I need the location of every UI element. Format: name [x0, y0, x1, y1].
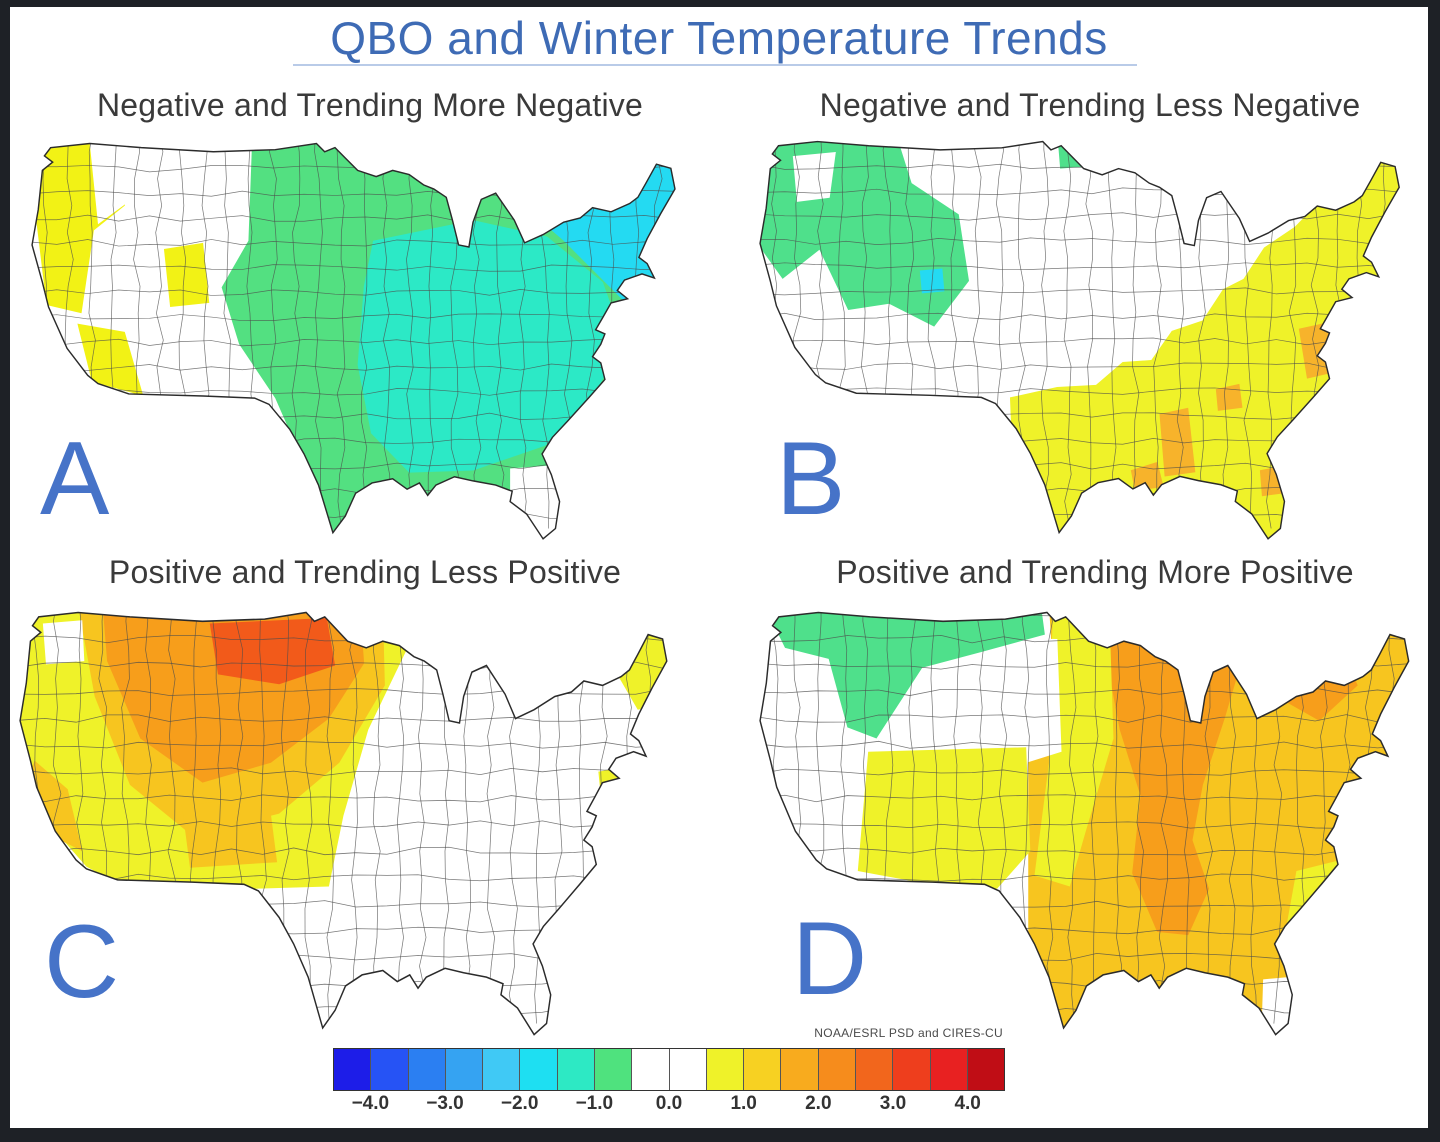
colorbar-tick-labels: −4.0 −3.0 −2.0 −1.0 0.0 1.0 2.0 3.0 4.0: [333, 1093, 1005, 1119]
panel-a-letter: A: [40, 421, 110, 537]
panel-a-title: Negative and Trending More Negative: [97, 87, 643, 123]
us-outline: [31, 142, 676, 540]
colorbar-tick-label: 4.0: [954, 1093, 981, 1114]
region-a-inland-nw-white: [89, 143, 142, 225]
colorbar-cell: [334, 1049, 372, 1090]
colorbar-cell: [930, 1049, 968, 1090]
colorbar-cell: [669, 1049, 707, 1090]
colorbar-tick-label: 2.0: [805, 1093, 832, 1114]
region-a-utah-yellow: [163, 242, 210, 308]
colorbar-tick-label: −2.0: [500, 1093, 539, 1114]
region-a-midwest-teal: [357, 220, 624, 473]
colorbar-cell: [744, 1049, 782, 1090]
colorbar-cell: [520, 1049, 558, 1090]
colorbar-cell: [445, 1049, 484, 1090]
region-d-northwest-green: [762, 612, 1045, 739]
region-b-wa-white-pocket: [792, 151, 836, 202]
us-map-svg-c: [19, 611, 668, 1036]
colorbar-cell: [594, 1049, 633, 1090]
map-a-choropleth: [30, 129, 710, 543]
region-b-minnesota-green-dot: [1058, 141, 1086, 169]
region-c-wa-white-pocket: [42, 620, 85, 665]
colorbar-cell: [408, 1049, 446, 1090]
map-d-choropleth: [758, 597, 1440, 1039]
region-b-virginia-orange: [1298, 318, 1353, 379]
us-outline: [759, 140, 1400, 540]
figure-title: QBO and Winter Temperature Trends: [330, 12, 1108, 64]
us-map-svg-a: [31, 142, 676, 540]
region-a-southwest-yellow: [77, 323, 144, 397]
colorbar-cell: [706, 1049, 745, 1090]
map-c-choropleth: [18, 597, 702, 1039]
colorbar-cell: [781, 1049, 819, 1090]
region-d-sflorida-white: [1261, 974, 1316, 1035]
panel-d-letter: D: [792, 901, 868, 1017]
figure-canvas: QBO and Winter Temperature Trends Negati…: [10, 7, 1428, 1128]
colorbar: NOAA/ESRL PSD and CIRES-CU −4.0 −3.0 −2.0−…: [333, 1026, 1005, 1119]
us-outline: [19, 611, 668, 1036]
title-underline: [293, 64, 1137, 66]
colorbar-cell: [818, 1049, 856, 1090]
colorbar-cell: [371, 1049, 409, 1090]
colorbar-tick-label: 1.0: [730, 1093, 757, 1114]
colorbar-tick-label: −4.0: [351, 1093, 390, 1114]
us-map-svg-d: [759, 611, 1410, 1036]
region-d-nplains-white: [899, 636, 1062, 770]
panel-c-title: Positive and Trending Less Positive: [108, 554, 622, 590]
colorbar-cell: [893, 1049, 931, 1090]
region-c-srockies-gold: [181, 798, 278, 868]
region-c-montana-red: [209, 617, 336, 685]
colorbar-tick-label: 0.0: [655, 1093, 683, 1114]
colorbar-cell: [632, 1049, 670, 1090]
credit-text: NOAA/ESRL PSD and CIRES-CU: [814, 1026, 1003, 1040]
us-map-svg-b: [759, 140, 1400, 540]
region-b-tennessee-orange: [1215, 383, 1243, 411]
colorbar-tick-label: 3.0: [879, 1093, 907, 1114]
panel-b-title: Negative and Trending Less Negative: [819, 87, 1361, 123]
colorbar-tick-label: −1.0: [575, 1093, 614, 1114]
colorbar-cells: [333, 1048, 1005, 1091]
colorbar-cell: [855, 1049, 894, 1090]
panel-c-letter: C: [44, 904, 120, 1020]
colorbar-cell: [483, 1049, 521, 1090]
region-c-socal-gold: [24, 760, 83, 852]
panel-d-title: Positive and Trending More Positive: [836, 554, 1354, 590]
region-d-southwest-yellow: [857, 747, 1031, 889]
colorbar-cell: [967, 1049, 1005, 1090]
map-b-choropleth: [758, 127, 1434, 543]
colorbar-cell: [557, 1049, 595, 1090]
panel-b-letter: B: [776, 421, 846, 537]
us-outline: [759, 611, 1410, 1036]
colorbar-tick-label: −3.0: [426, 1093, 464, 1114]
